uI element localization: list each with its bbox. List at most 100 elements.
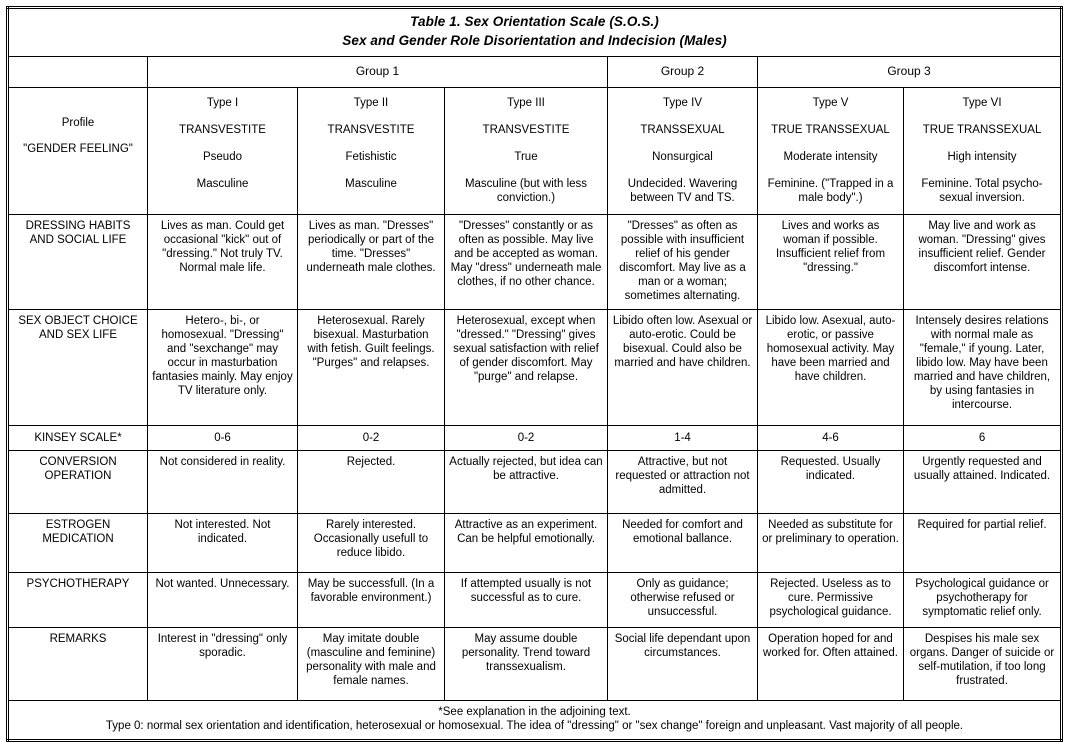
cell-sexobject-type-4: Libido often low. Asexual or auto-erotic… [607,309,758,427]
cell-dressing-type-1: Lives as man. Could get occasional "kick… [147,213,298,311]
type-description: Masculine (but with less conviction.) [464,177,588,204]
cell-kinsey-type-2: 0-2 [297,425,445,452]
profile-col-type-1: Type I TRANSVESTITE Pseudo Masculine [147,86,298,215]
cell-kinsey-type-1: 0-6 [147,425,298,452]
row-label-kinsey-scale: KINSEY SCALE* [7,425,148,452]
cell-conversion-type-5: Requested. Usually indicated. [757,450,904,515]
table-row: DRESSING HABITS AND SOCIAL LIFE Lives as… [7,213,1063,311]
cell-kinsey-type-6: 6 [902,425,1063,452]
row-label-estrogen-medication: ESTROGEN MEDICATION [7,513,148,574]
type-name: Type III [507,96,545,109]
cell-psychotherapy-type-1: Not wanted. Unnecessary. [147,572,298,629]
table-title: Table 1. Sex Orientation Scale (S.O.S.) … [6,6,1063,58]
type-name: Type II [353,96,389,109]
profile-col-type-5: Type V TRUE TRANSSEXUAL Moderate intensi… [757,86,904,215]
profile-col-type-4: Type IV TRANSSEXUAL Nonsurgical Undecide… [607,86,758,215]
group-header-group-2: Group 2 [607,56,758,88]
type-subtype: Fetishistic [345,150,397,163]
type-subtype: High intensity [947,150,1017,163]
cell-estrogen-type-6: Required for partial relief. [902,513,1063,574]
footnote-line-2: Type 0: normal sex orientation and ident… [105,720,964,733]
cell-sexobject-type-1: Hetero-, bi-, or homosexual. "Dressing" … [147,309,298,427]
cell-remarks-type-4: Social life dependant upon circumstances… [607,627,758,702]
type-category: TRANSVESTITE [179,123,266,136]
cell-estrogen-type-1: Not interested. Not indicated. [147,513,298,574]
type-description: Feminine. ("Trapped in a male body".) [767,177,894,204]
table-row: KINSEY SCALE* 0-6 0-2 0-2 1-4 4-6 6 [7,425,1063,452]
table-row: SEX OBJECT CHOICE AND SEX LIFE Hetero-, … [7,309,1063,427]
profile-col-type-3: Type III TRANSVESTITE True Masculine (bu… [444,86,608,215]
cell-conversion-type-2: Rejected. [297,450,445,515]
cell-sexobject-type-6: Intensely desires relations with normal … [902,309,1063,427]
table-row: ESTROGEN MEDICATION Not interested. Not … [7,513,1063,574]
cell-psychotherapy-type-6: Psychological guidance or psychotherapy … [902,572,1063,629]
title-line-1: Table 1. Sex Orientation Scale (S.O.S.) [410,14,659,29]
cell-dressing-type-4: "Dresses" as often as possible with insu… [607,213,758,311]
type-subtype: Pseudo [202,150,242,163]
cell-estrogen-type-5: Needed as substitute for or preliminary … [757,513,904,574]
type-category: TRANSSEXUAL [640,123,725,136]
group-header-row: Group 1 Group 2 Group 3 [7,56,1063,88]
type-description: Undecided. Wavering between TV and TS. [627,177,738,204]
type-subtype: Moderate intensity [783,150,878,163]
cell-dressing-type-5: Lives and works as woman if possible. In… [757,213,904,311]
cell-remarks-type-5: Operation hoped for and worked for. Ofte… [757,627,904,702]
type-name: Type V [812,96,849,109]
cell-estrogen-type-3: Attractive as an experiment. Can be help… [444,513,608,574]
group-header-group-1: Group 1 [147,56,608,88]
cell-kinsey-type-4: 1-4 [607,425,758,452]
type-description: Feminine. Total psycho-sexual inversion. [921,177,1043,204]
type-description: Masculine [345,177,397,190]
profile-label-line-1: Profile [61,116,95,129]
profile-row: Profile "GENDER FEELING" Type I TRANSVES… [7,86,1063,215]
table-page: Table 1. Sex Orientation Scale (S.O.S.) … [6,6,1064,742]
table-row: PSYCHOTHERAPY Not wanted. Unnecessary. M… [7,572,1063,629]
profile-label-line-2: "GENDER FEELING" [23,142,133,155]
row-label-dressing-habits: DRESSING HABITS AND SOCIAL LIFE [7,213,148,311]
cell-psychotherapy-type-2: May be successfull. (In a favorable envi… [297,572,445,629]
cell-psychotherapy-type-4: Only as guidance; otherwise refused or u… [607,572,758,629]
sex-orientation-scale-table: Table 1. Sex Orientation Scale (S.O.S.) … [6,6,1064,742]
type-name: Type I [206,96,239,109]
cell-psychotherapy-type-5: Rejected. Useless as to cure. Permissive… [757,572,904,629]
type-name: Type IV [663,96,702,109]
cell-estrogen-type-2: Rarely interested. Occasionally usefull … [297,513,445,574]
cell-dressing-type-6: May live and work as woman. "Dressing" g… [902,213,1063,311]
row-label-psychotherapy: PSYCHOTHERAPY [7,572,148,629]
type-name: Type VI [962,96,1002,109]
footnote-row: *See explanation in the adjoining text. … [6,700,1063,742]
type-category: TRANSVESTITE [327,123,415,136]
cell-remarks-type-6: Despises his male sex organs. Danger of … [902,627,1063,702]
type-description: Masculine [196,177,249,190]
row-label-sex-object-choice: SEX OBJECT CHOICE AND SEX LIFE [7,309,148,427]
group-header-blank [7,56,148,88]
type-category: TRUE TRANSSEXUAL [922,123,1042,136]
footnote-line-1: *See explanation in the adjoining text. [438,706,631,719]
cell-remarks-type-1: Interest in "dressing" only sporadic. [147,627,298,702]
type-category: TRANSVESTITE [482,123,570,136]
type-category: TRUE TRANSSEXUAL [771,123,890,136]
profile-col-type-6: Type VI TRUE TRANSSEXUAL High intensity … [902,86,1063,215]
group-header-group-3: Group 3 [756,56,1063,88]
cell-dressing-type-2: Lives as man. "Dresses" periodically or … [297,213,445,311]
cell-psychotherapy-type-3: If attempted usually is not successful a… [444,572,608,629]
profile-row-label: Profile "GENDER FEELING" [7,86,148,215]
cell-remarks-type-2: May imitate double (masculine and femini… [297,627,445,702]
cell-conversion-type-3: Actually rejected, but idea can be attra… [444,450,608,515]
cell-conversion-type-1: Not considered in reality. [147,450,298,515]
cell-estrogen-type-4: Needed for comfort and emotional ballanc… [607,513,758,574]
cell-conversion-type-4: Attractive, but not requested or attract… [607,450,758,515]
row-label-remarks: REMARKS [7,627,148,702]
cell-dressing-type-3: "Dresses" constantly or as often as poss… [444,213,608,311]
cell-sexobject-type-3: Heterosexual, except when "dressed." "Dr… [444,309,608,427]
cell-kinsey-type-5: 4-6 [757,425,904,452]
cell-remarks-type-3: May assume double personality. Trend tow… [444,627,608,702]
title-row: Table 1. Sex Orientation Scale (S.O.S.) … [6,6,1063,58]
profile-col-type-2: Type II TRANSVESTITE Fetishistic Masculi… [297,86,445,215]
type-subtype: Nonsurgical [652,150,713,163]
cell-conversion-type-6: Urgently requested and usually attained.… [902,450,1063,515]
row-label-conversion-operation: CONVERSION OPERATION [7,450,148,515]
cell-sexobject-type-5: Libido low. Asexual, auto-erotic, or pas… [757,309,904,427]
title-line-2: Sex and Gender Role Disorientation and I… [342,32,727,48]
cell-sexobject-type-2: Heterosexual. Rarely bisexual. Masturbat… [297,309,445,427]
